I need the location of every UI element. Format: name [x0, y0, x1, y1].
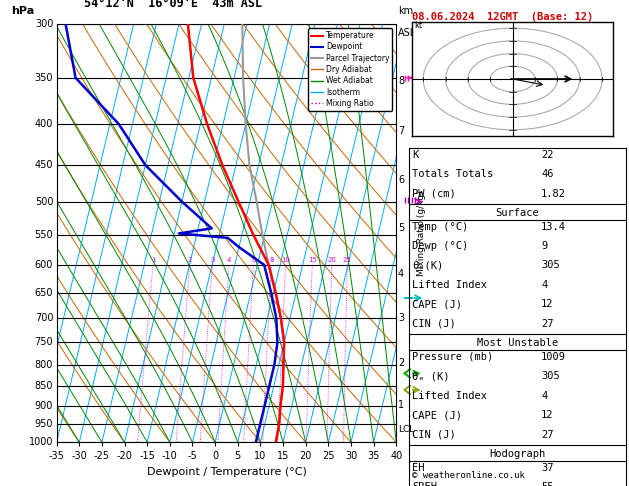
- Text: LCL: LCL: [398, 425, 415, 434]
- Text: 46: 46: [541, 169, 554, 179]
- Text: SREH: SREH: [412, 482, 437, 486]
- Text: 750: 750: [35, 337, 53, 347]
- Text: hPa: hPa: [11, 6, 35, 16]
- Text: 10: 10: [281, 257, 290, 263]
- Text: θₑ(K): θₑ(K): [412, 260, 443, 271]
- Text: CIN (J): CIN (J): [412, 430, 456, 440]
- Text: PW (cm): PW (cm): [412, 189, 456, 199]
- Text: 9: 9: [541, 241, 547, 251]
- Text: CAPE (J): CAPE (J): [412, 299, 462, 310]
- Text: 950: 950: [35, 419, 53, 430]
- Text: 1.82: 1.82: [541, 189, 566, 199]
- Text: 13.4: 13.4: [541, 222, 566, 232]
- Text: 3: 3: [210, 257, 214, 263]
- Text: kt: kt: [415, 21, 422, 30]
- Text: Hodograph: Hodograph: [489, 449, 545, 459]
- Text: 12: 12: [541, 299, 554, 310]
- Text: 400: 400: [35, 119, 53, 129]
- Text: 08.06.2024  12GMT  (Base: 12): 08.06.2024 12GMT (Base: 12): [412, 12, 593, 22]
- Text: 5: 5: [398, 224, 404, 233]
- Text: 37: 37: [541, 463, 554, 473]
- Text: 850: 850: [35, 381, 53, 391]
- Text: 300: 300: [35, 19, 53, 29]
- Text: 550: 550: [35, 230, 53, 240]
- Text: Totals Totals: Totals Totals: [412, 169, 493, 179]
- Text: 12: 12: [541, 410, 554, 420]
- Text: 22: 22: [541, 150, 554, 160]
- Text: © weatheronline.co.uk: © weatheronline.co.uk: [412, 470, 525, 480]
- Legend: Temperature, Dewpoint, Parcel Trajectory, Dry Adiabat, Wet Adiabat, Isotherm, Mi: Temperature, Dewpoint, Parcel Trajectory…: [308, 28, 392, 111]
- Text: 8: 8: [398, 76, 404, 86]
- Text: 600: 600: [35, 260, 53, 270]
- Text: 55: 55: [541, 482, 554, 486]
- Text: 2: 2: [398, 358, 404, 367]
- Text: 4: 4: [541, 391, 547, 401]
- Text: 27: 27: [541, 319, 554, 329]
- Text: θₑ (K): θₑ (K): [412, 371, 450, 382]
- Text: 6: 6: [251, 257, 255, 263]
- Text: 4: 4: [398, 269, 404, 279]
- Text: 800: 800: [35, 360, 53, 370]
- Text: Dewp (°C): Dewp (°C): [412, 241, 468, 251]
- Text: CIN (J): CIN (J): [412, 319, 456, 329]
- Text: 4: 4: [541, 280, 547, 290]
- Text: 900: 900: [35, 400, 53, 411]
- Text: 15: 15: [308, 257, 317, 263]
- Text: K: K: [412, 150, 418, 160]
- Text: Temp (°C): Temp (°C): [412, 222, 468, 232]
- Text: 20: 20: [328, 257, 337, 263]
- Text: 1: 1: [398, 400, 404, 410]
- Text: 8: 8: [269, 257, 274, 263]
- Text: Pressure (mb): Pressure (mb): [412, 352, 493, 362]
- Text: 450: 450: [35, 160, 53, 170]
- Text: ASL: ASL: [398, 29, 416, 38]
- Text: Surface: Surface: [496, 208, 539, 218]
- Text: EH: EH: [412, 463, 425, 473]
- Text: Lifted Index: Lifted Index: [412, 280, 487, 290]
- Text: 1000: 1000: [29, 437, 53, 447]
- Text: 27: 27: [541, 430, 554, 440]
- Text: 350: 350: [35, 73, 53, 83]
- Text: 700: 700: [35, 313, 53, 324]
- Text: 4: 4: [227, 257, 231, 263]
- Text: CAPE (J): CAPE (J): [412, 410, 462, 420]
- Text: 1009: 1009: [541, 352, 566, 362]
- Text: 3: 3: [398, 313, 404, 324]
- Text: km: km: [398, 6, 413, 16]
- Text: 305: 305: [541, 371, 560, 382]
- Text: 25: 25: [343, 257, 352, 263]
- Text: 500: 500: [35, 197, 53, 207]
- Text: 305: 305: [541, 260, 560, 271]
- Text: Most Unstable: Most Unstable: [477, 338, 558, 348]
- X-axis label: Dewpoint / Temperature (°C): Dewpoint / Temperature (°C): [147, 467, 306, 477]
- Text: Mixing Ratio (g/kg): Mixing Ratio (g/kg): [416, 191, 426, 276]
- Text: 650: 650: [35, 288, 53, 298]
- Text: 1: 1: [151, 257, 155, 263]
- Text: 2: 2: [187, 257, 192, 263]
- Text: 7: 7: [398, 126, 404, 136]
- Text: Lifted Index: Lifted Index: [412, 391, 487, 401]
- Text: 54°12'N  16°09'E  43m ASL: 54°12'N 16°09'E 43m ASL: [84, 0, 262, 10]
- Text: 6: 6: [398, 175, 404, 185]
